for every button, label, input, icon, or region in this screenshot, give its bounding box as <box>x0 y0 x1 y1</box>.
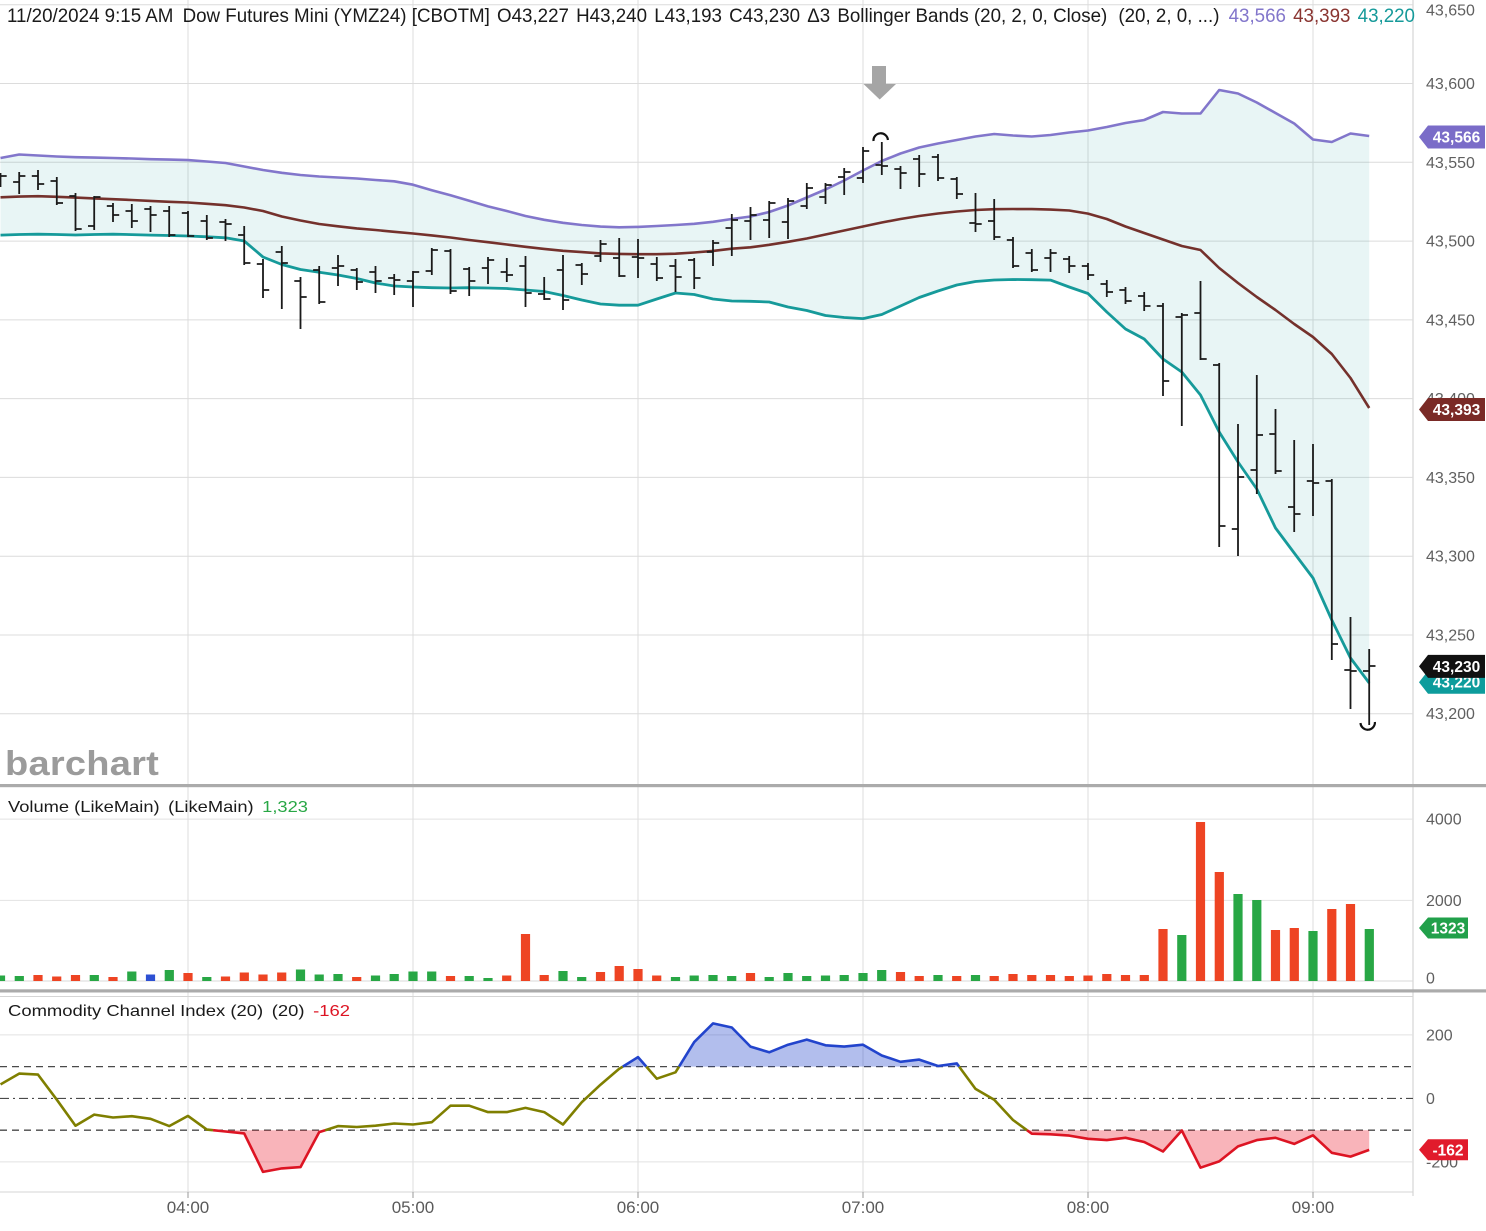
svg-text:Commodity Channel Index (20) (: Commodity Channel Index (20) (20) -162 <box>8 1003 350 1020</box>
svg-text:05:00: 05:00 <box>392 1198 435 1217</box>
svg-text:06:00: 06:00 <box>617 1198 660 1217</box>
svg-text:43,350: 43,350 <box>1426 470 1475 487</box>
svg-text:0: 0 <box>1426 1091 1435 1108</box>
svg-text:43,393: 43,393 <box>1433 402 1481 419</box>
svg-text:43,220: 43,220 <box>1433 675 1480 692</box>
svg-text:43,200: 43,200 <box>1426 706 1475 723</box>
svg-text:0: 0 <box>1426 971 1435 988</box>
svg-text:43,650: 43,650 <box>1426 3 1475 20</box>
svg-text:200: 200 <box>1426 1027 1453 1044</box>
svg-text:1323: 1323 <box>1431 921 1466 938</box>
svg-text:43,230: 43,230 <box>1433 659 1480 676</box>
svg-text:08:00: 08:00 <box>1067 1198 1110 1217</box>
svg-text:43,250: 43,250 <box>1426 628 1475 645</box>
svg-text:07:00: 07:00 <box>842 1198 885 1217</box>
svg-text:43,500: 43,500 <box>1426 234 1475 251</box>
svg-text:09:00: 09:00 <box>1292 1198 1335 1217</box>
svg-text:Volume (LikeMain) (LikeMain) 1: Volume (LikeMain) (LikeMain) 1,323 <box>8 799 308 816</box>
svg-text:4000: 4000 <box>1426 812 1462 829</box>
svg-text:43,600: 43,600 <box>1426 76 1475 93</box>
svg-text:04:00: 04:00 <box>167 1198 210 1217</box>
svg-text:barchart: barchart <box>5 745 159 783</box>
svg-text:2000: 2000 <box>1426 893 1462 910</box>
svg-text:-162: -162 <box>1432 1142 1463 1159</box>
svg-text:43,450: 43,450 <box>1426 312 1475 329</box>
svg-text:11/20/2024 9:15 AM Dow Futures: 11/20/2024 9:15 AM Dow Futures Mini (YMZ… <box>7 6 1415 27</box>
svg-text:43,300: 43,300 <box>1426 549 1475 566</box>
svg-text:43,566: 43,566 <box>1433 130 1481 147</box>
svg-text:43,550: 43,550 <box>1426 155 1475 172</box>
